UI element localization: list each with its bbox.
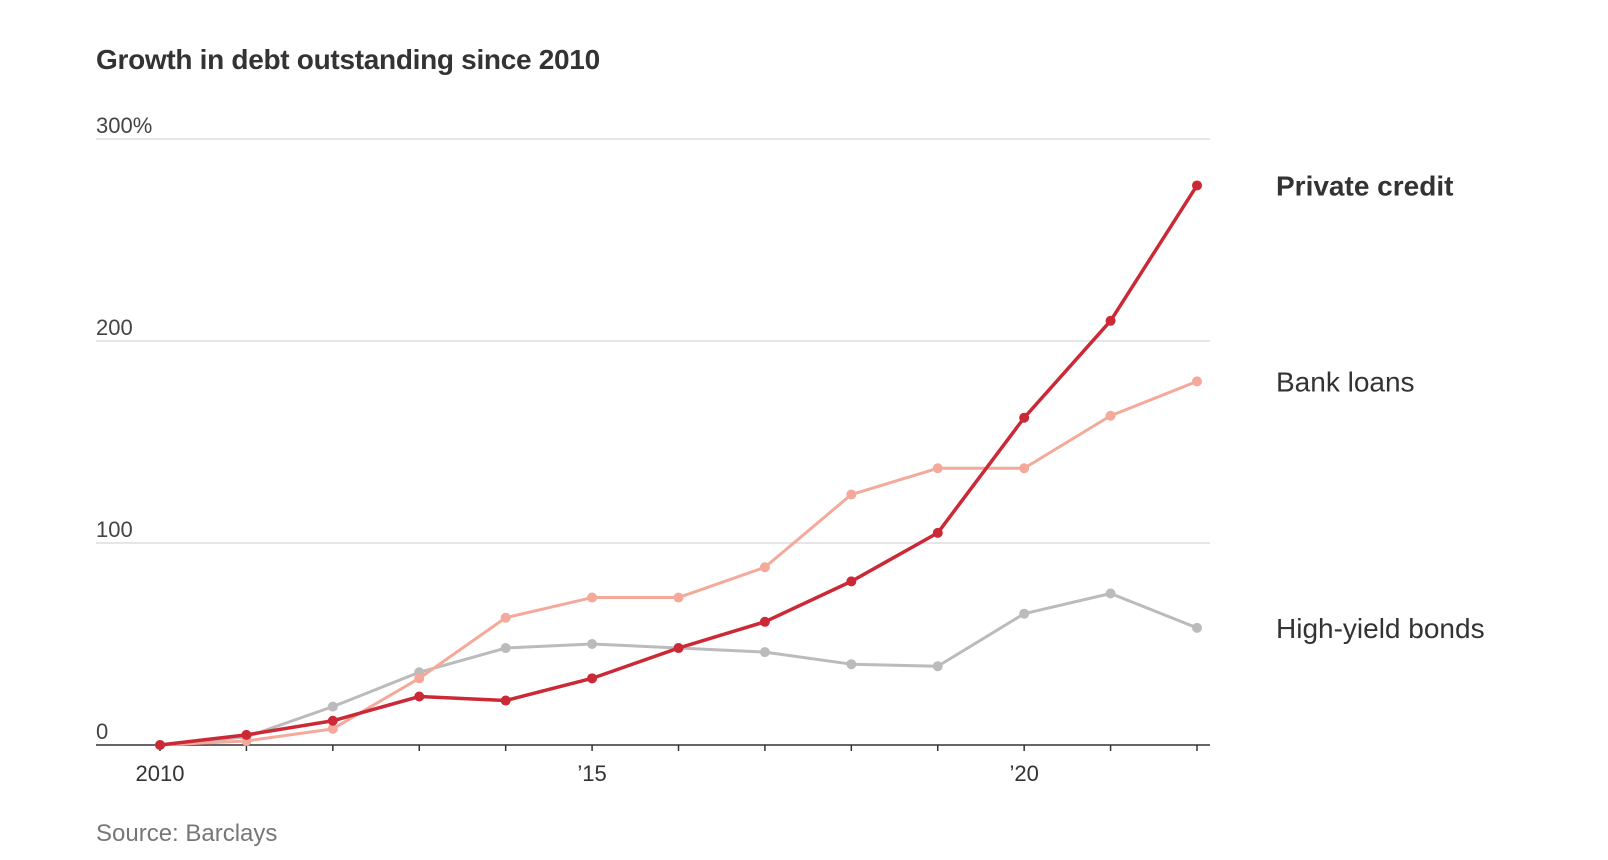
y-tick-label: 100 xyxy=(96,517,133,542)
data-point xyxy=(932,463,943,474)
data-point xyxy=(673,592,684,603)
data-point xyxy=(1192,622,1202,633)
data-point xyxy=(846,576,857,587)
series-label: Bank loans xyxy=(1276,366,1415,397)
data-point xyxy=(1105,315,1116,326)
data-point xyxy=(587,592,598,603)
source-note: Source: Barclays xyxy=(96,820,278,847)
x-tick-label: ’20 xyxy=(1009,761,1038,786)
data-point xyxy=(1105,588,1116,599)
data-point xyxy=(846,659,857,670)
data-point xyxy=(327,723,338,734)
data-point xyxy=(155,740,165,750)
y-tick-label: 200 xyxy=(96,315,133,340)
data-point xyxy=(241,729,252,740)
data-point xyxy=(1019,412,1030,423)
y-tick-label: 300% xyxy=(96,113,152,138)
gridlines xyxy=(96,138,1210,544)
data-point xyxy=(414,673,425,684)
data-point xyxy=(1019,608,1030,619)
y-axis-labels: 300% 200 100 0 xyxy=(96,113,152,744)
series-lines xyxy=(155,180,1202,750)
series-line xyxy=(159,380,1198,747)
data-point xyxy=(414,691,425,702)
data-point xyxy=(327,715,338,726)
data-point xyxy=(500,643,511,654)
data-point xyxy=(1105,410,1116,421)
data-point xyxy=(759,562,770,573)
data-point xyxy=(932,527,943,538)
data-point xyxy=(1192,376,1202,387)
series-label: High-yield bonds xyxy=(1276,613,1485,644)
y-tick-label: 0 xyxy=(96,719,108,744)
series-label: Private credit xyxy=(1276,170,1453,201)
data-point xyxy=(932,661,943,672)
data-point xyxy=(500,612,511,623)
x-tick-label: ’15 xyxy=(577,761,606,786)
data-point xyxy=(1192,180,1202,191)
data-point xyxy=(327,701,338,712)
series-line xyxy=(159,184,1199,747)
data-point xyxy=(500,695,511,706)
data-point xyxy=(759,647,770,658)
data-point xyxy=(587,673,598,684)
x-tick-label: 2010 xyxy=(136,761,185,786)
x-axis: 2010 ’15 ’20 xyxy=(96,744,1210,786)
data-point xyxy=(1019,463,1030,474)
data-point xyxy=(846,489,857,500)
data-point xyxy=(673,643,684,654)
data-point xyxy=(759,616,770,627)
series-labels: High-yield bonds Bank loans Private credit xyxy=(1276,170,1485,643)
data-point xyxy=(587,639,598,649)
chart-title: Growth in debt outstanding since 2010 xyxy=(96,44,600,75)
